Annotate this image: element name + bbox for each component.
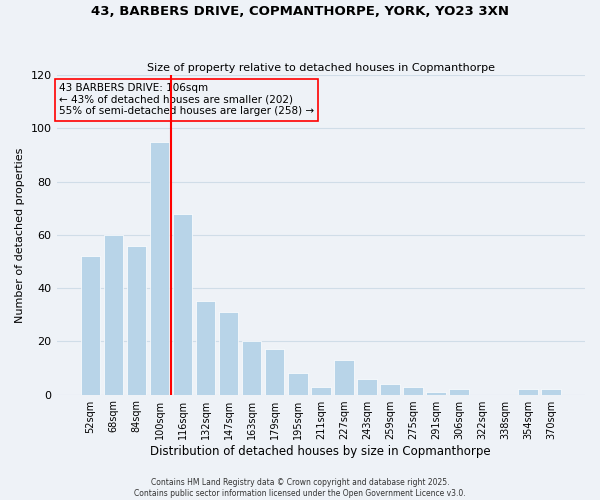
Bar bbox=[449, 390, 469, 394]
Bar bbox=[541, 390, 561, 394]
Bar bbox=[219, 312, 238, 394]
Bar bbox=[288, 374, 308, 394]
Bar bbox=[311, 386, 331, 394]
Bar bbox=[173, 214, 193, 394]
Bar bbox=[196, 302, 215, 394]
Bar bbox=[265, 350, 284, 395]
Bar bbox=[104, 235, 123, 394]
Bar bbox=[334, 360, 353, 394]
Bar bbox=[149, 142, 169, 394]
Bar bbox=[127, 246, 146, 394]
Bar bbox=[426, 392, 446, 394]
Title: Size of property relative to detached houses in Copmanthorpe: Size of property relative to detached ho… bbox=[147, 63, 495, 73]
Y-axis label: Number of detached properties: Number of detached properties bbox=[15, 147, 25, 322]
Text: Contains HM Land Registry data © Crown copyright and database right 2025.
Contai: Contains HM Land Registry data © Crown c… bbox=[134, 478, 466, 498]
Bar bbox=[380, 384, 400, 394]
Text: 43, BARBERS DRIVE, COPMANTHORPE, YORK, YO23 3XN: 43, BARBERS DRIVE, COPMANTHORPE, YORK, Y… bbox=[91, 5, 509, 18]
Bar bbox=[357, 378, 377, 394]
X-axis label: Distribution of detached houses by size in Copmanthorpe: Distribution of detached houses by size … bbox=[151, 444, 491, 458]
Bar bbox=[242, 342, 262, 394]
Bar bbox=[518, 390, 538, 394]
Bar bbox=[80, 256, 100, 394]
Text: 43 BARBERS DRIVE: 106sqm
← 43% of detached houses are smaller (202)
55% of semi-: 43 BARBERS DRIVE: 106sqm ← 43% of detach… bbox=[59, 83, 314, 116]
Bar bbox=[403, 386, 423, 394]
